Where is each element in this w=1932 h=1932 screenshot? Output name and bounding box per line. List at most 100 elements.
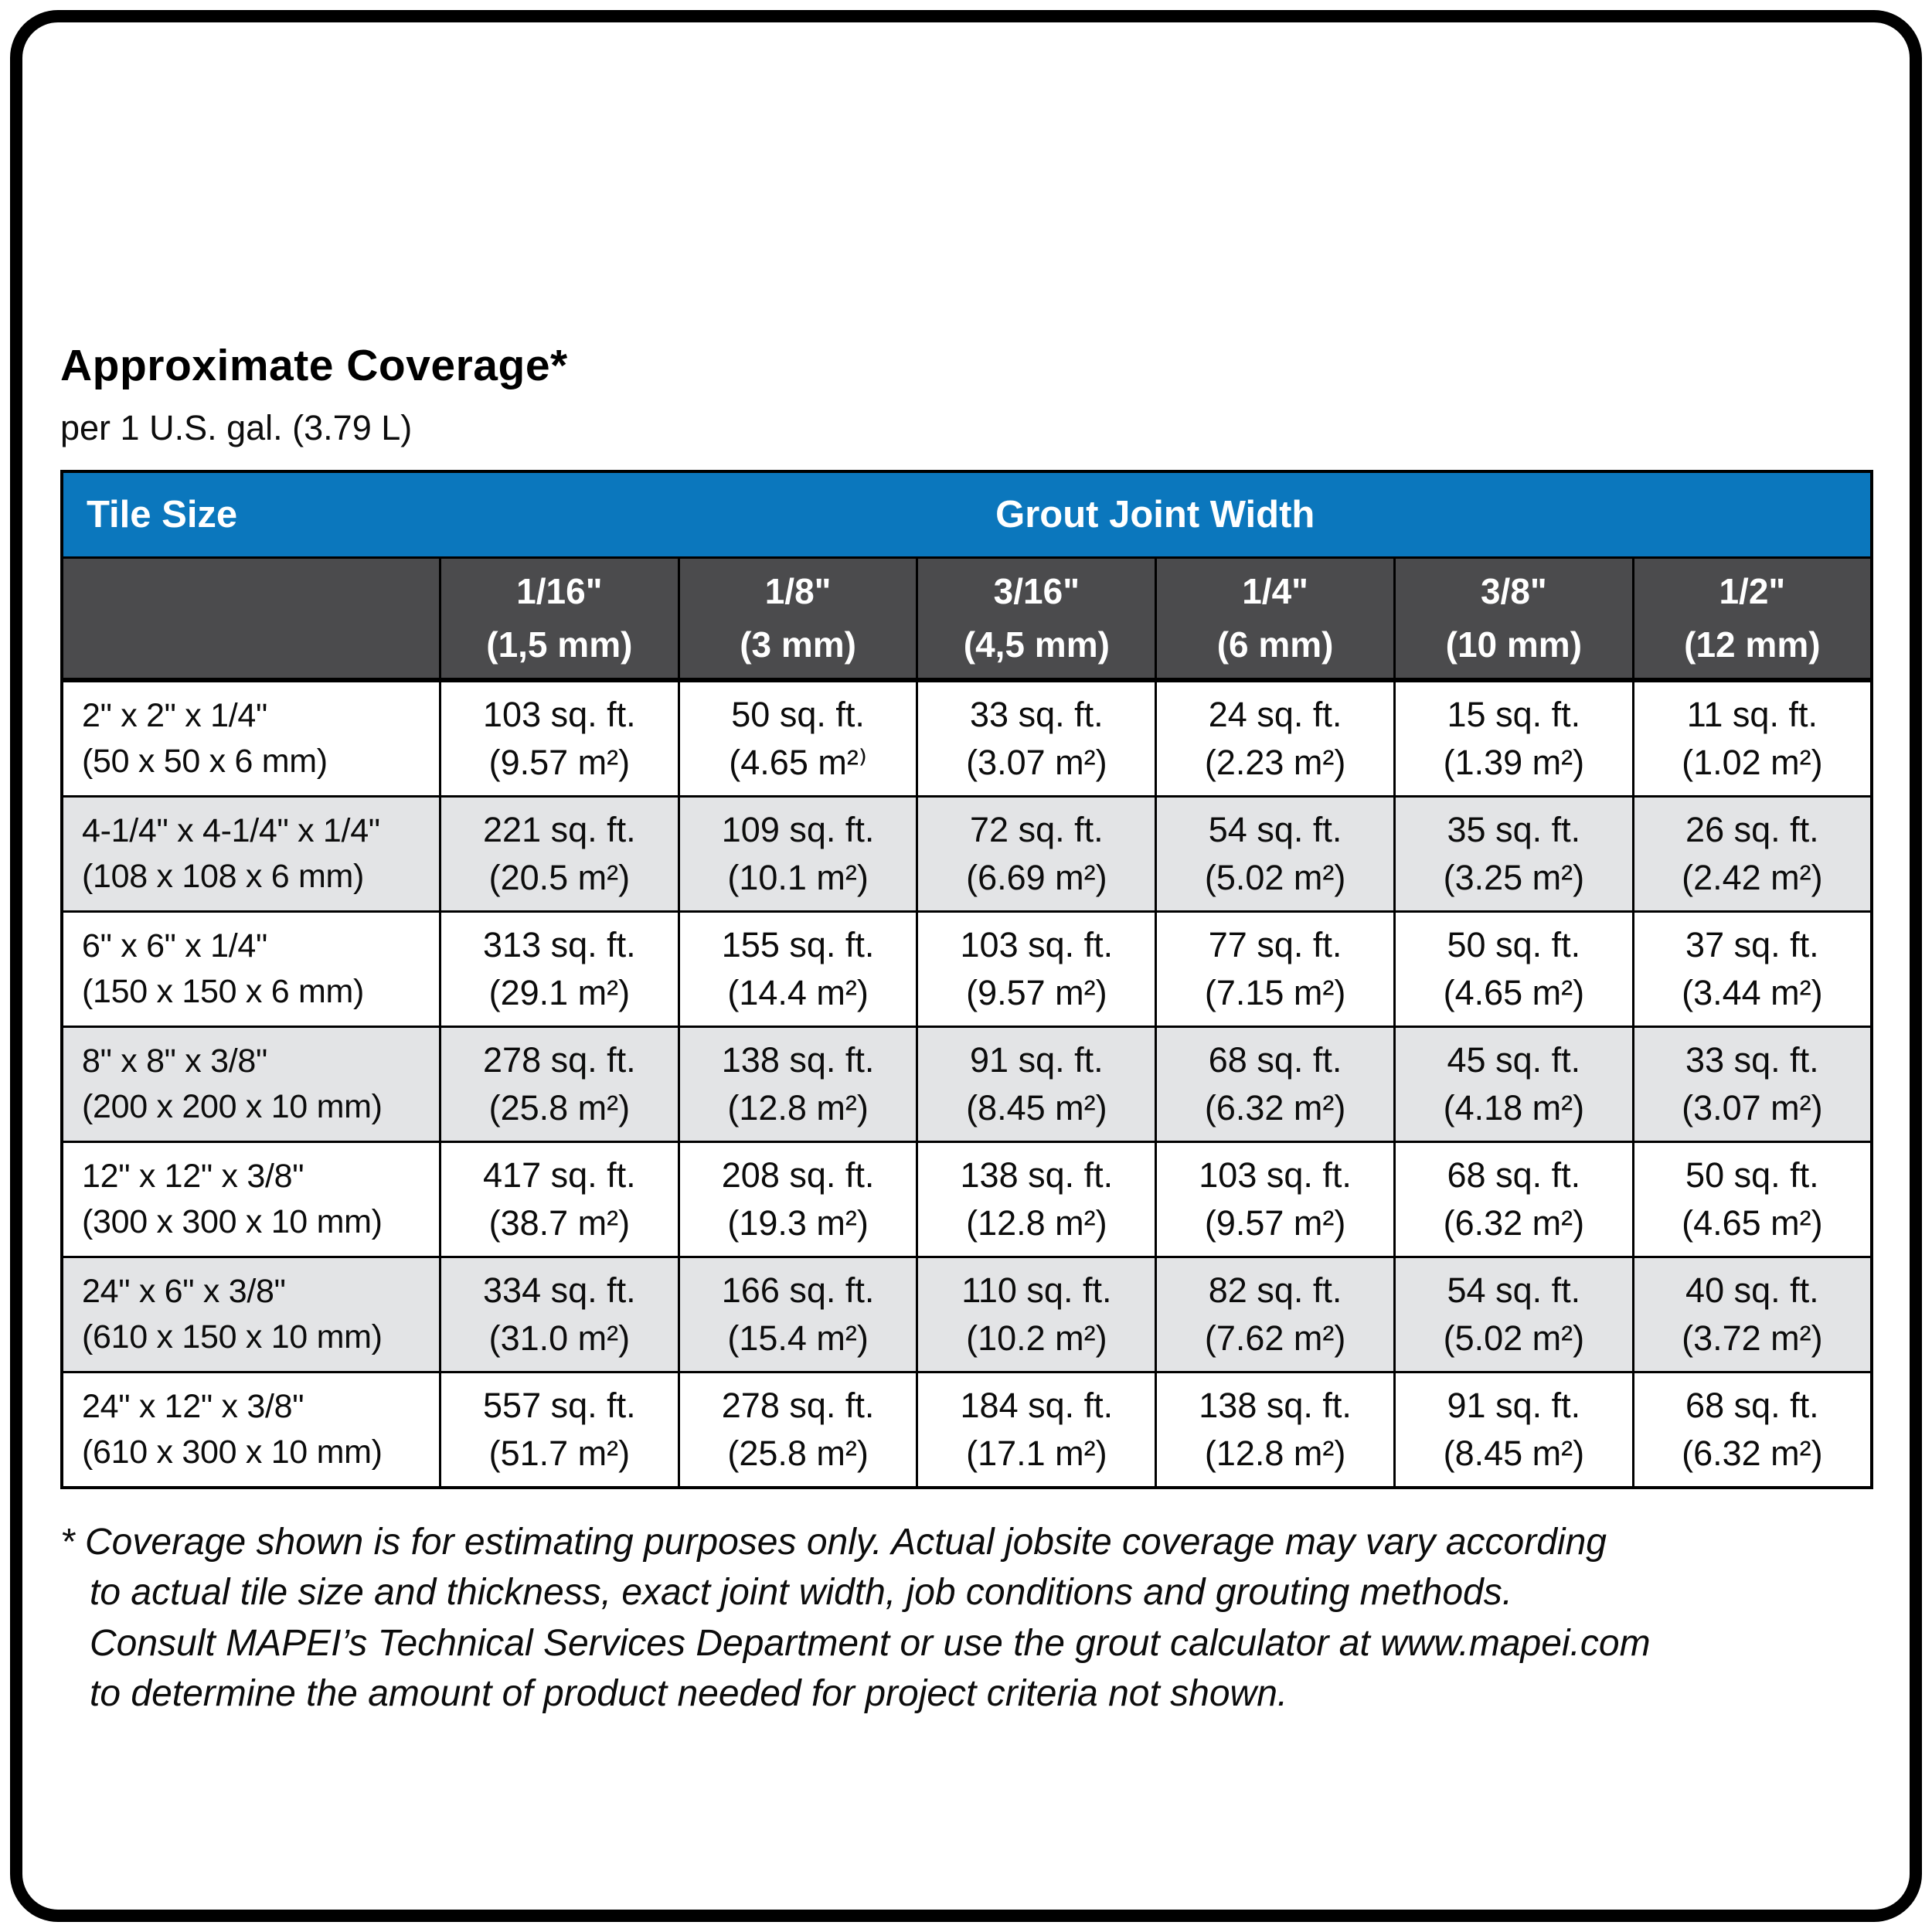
- coverage-m2: (12.8 m²): [1204, 1434, 1346, 1473]
- table-header-row: Tile Size Grout Joint Width: [60, 470, 1873, 559]
- empty-corner-cell: [60, 556, 441, 682]
- table-row: 8" x 8" x 3/8" (200 x 200 x 10 mm) 278 sq.…: [60, 1026, 1873, 1143]
- coverage-m2: (4.18 m²): [1443, 1088, 1585, 1128]
- coverage-sqft: 166 sq. ft.: [721, 1270, 875, 1310]
- joint-width-inches: 1/8": [764, 571, 832, 611]
- coverage-cell: 72 sq. ft. (6.69 m²): [916, 795, 1158, 913]
- coverage-cell: 166 sq. ft. (15.4 m²): [677, 1256, 919, 1373]
- coverage-sqft: 91 sq. ft.: [1447, 1385, 1581, 1425]
- coverage-m2: (7.62 m²): [1204, 1318, 1346, 1358]
- joint-width-inches: 1/2": [1719, 571, 1786, 611]
- footnote-line: Consult MAPEI’s Technical Services Depar…: [90, 1622, 1651, 1664]
- coverage-table: Tile Size Grout Joint Width 1/16" (1,5 mm…: [60, 470, 1873, 1489]
- coverage-m2: (15.4 m²): [727, 1318, 869, 1358]
- coverage-sqft: 278 sq. ft.: [483, 1039, 636, 1080]
- table-row: 24" x 12" x 3/8" (610 x 300 x 10 mm) 557 s…: [60, 1371, 1873, 1489]
- coverage-m2: (5.02 m²): [1443, 1318, 1585, 1358]
- coverage-m2: (29.1 m²): [488, 973, 631, 1012]
- coverage-sqft: 82 sq. ft.: [1208, 1270, 1342, 1310]
- coverage-cell: 91 sq. ft. (8.45 m²): [1393, 1371, 1634, 1489]
- coverage-cell: 138 sq. ft. (12.8 m²): [677, 1026, 919, 1143]
- coverage-sqft: 35 sq. ft.: [1447, 809, 1581, 849]
- coverage-m2: (8.45 m²): [966, 1088, 1107, 1128]
- joint-width-header-cell: 1/4" (6 mm): [1155, 556, 1396, 682]
- coverage-sqft: 45 sq. ft.: [1447, 1039, 1581, 1080]
- grout-joint-width-header: Grout Joint Width: [440, 470, 1873, 559]
- footnote: * Coverage shown is for estimating purpo…: [60, 1517, 1873, 1719]
- coverage-cell: 50 sq. ft. (4.65 m²⁾: [677, 679, 919, 798]
- coverage-cell: 15 sq. ft. (1.39 m²): [1393, 679, 1634, 798]
- footnote-line: * Coverage shown is for estimating purpo…: [60, 1522, 1607, 1563]
- tile-size-inches: 8" x 8" x 3/8": [82, 1042, 267, 1080]
- coverage-m2: (10.1 m²): [727, 858, 869, 897]
- coverage-m2: (7.15 m²): [1204, 973, 1346, 1012]
- coverage-sqft: 221 sq. ft.: [483, 809, 636, 849]
- coverage-cell: 155 sq. ft. (14.4 m²): [677, 910, 919, 1028]
- coverage-cell: 35 sq. ft. (3.25 m²): [1393, 795, 1634, 913]
- coverage-m2: (9.57 m²): [966, 973, 1107, 1012]
- tile-size-column-header: Tile Size: [60, 470, 440, 559]
- coverage-sqft: 26 sq. ft.: [1685, 809, 1819, 849]
- coverage-sqft: 313 sq. ft.: [483, 924, 636, 964]
- coverage-table-body: 2" x 2" x 1/4" (50 x 50 x 6 mm) 103 sq. ft…: [60, 679, 1873, 1489]
- tile-size-cell: 2" x 2" x 1/4" (50 x 50 x 6 mm): [60, 679, 441, 798]
- coverage-cell: 109 sq. ft. (10.1 m²): [677, 795, 919, 913]
- coverage-table-head: Tile Size Grout Joint Width 1/16" (1,5 mm…: [60, 470, 1873, 682]
- coverage-sqft: 138 sq. ft.: [721, 1039, 875, 1080]
- coverage-cell: 417 sq. ft. (38.7 m²): [438, 1141, 680, 1258]
- coverage-sqft: 15 sq. ft.: [1447, 694, 1581, 734]
- coverage-m2: (6.32 m²): [1204, 1088, 1346, 1128]
- coverage-sqft: 77 sq. ft.: [1208, 924, 1342, 964]
- tile-size-cell: 24" x 6" x 3/8" (610 x 150 x 10 mm): [60, 1256, 441, 1373]
- table-row: 24" x 6" x 3/8" (610 x 150 x 10 mm) 334 sq…: [60, 1256, 1873, 1373]
- coverage-m2: (1.39 m²): [1443, 743, 1585, 782]
- table-row: 12" x 12" x 3/8" (300 x 300 x 10 mm) 417 s…: [60, 1141, 1873, 1258]
- coverage-sqft: 11 sq. ft.: [1686, 694, 1818, 734]
- coverage-sqft: 68 sq. ft.: [1685, 1385, 1819, 1425]
- coverage-cell: 221 sq. ft. (20.5 m²): [438, 795, 680, 913]
- tile-size-cell: 24" x 12" x 3/8" (610 x 300 x 10 mm): [60, 1371, 441, 1489]
- tile-size-inches: 24" x 6" x 3/8": [82, 1272, 286, 1310]
- coverage-cell: 54 sq. ft. (5.02 m²): [1155, 795, 1396, 913]
- coverage-cell: 110 sq. ft. (10.2 m²): [916, 1256, 1158, 1373]
- tile-size-cell: 8" x 8" x 3/8" (200 x 200 x 10 mm): [60, 1026, 441, 1143]
- coverage-cell: 77 sq. ft. (7.15 m²): [1155, 910, 1396, 1028]
- joint-width-inches: 3/8": [1480, 571, 1547, 611]
- tile-size-cell: 6" x 6" x 1/4" (150 x 150 x 6 mm): [60, 910, 441, 1028]
- joint-widths-row: 1/16" (1,5 mm) 1/8" (3 mm) 3/16" (4,5 mm) 1/4"…: [60, 556, 1873, 682]
- coverage-m2: (3.07 m²): [1682, 1088, 1823, 1128]
- coverage-cell: 45 sq. ft. (4.18 m²): [1393, 1026, 1634, 1143]
- coverage-cell: 334 sq. ft. (31.0 m²): [438, 1256, 680, 1373]
- coverage-sqft: 138 sq. ft.: [1199, 1385, 1352, 1425]
- joint-width-mm: (6 mm): [1216, 624, 1334, 665]
- coverage-sqft: 50 sq. ft.: [1447, 924, 1581, 964]
- coverage-sqft: 155 sq. ft.: [721, 924, 875, 964]
- joint-width-header-cell: 3/8" (10 mm): [1393, 556, 1634, 682]
- coverage-m2: (17.1 m²): [966, 1434, 1107, 1473]
- tile-size-mm: (108 x 108 x 6 mm): [82, 858, 365, 895]
- coverage-m2: (2.42 m²): [1682, 858, 1823, 897]
- tile-size-cell: 4-1/4" x 4-1/4" x 1/4" (108 x 108 x 6 mm): [60, 795, 441, 913]
- coverage-cell: 33 sq. ft. (3.07 m²): [1631, 1026, 1873, 1143]
- coverage-m2: (31.0 m²): [488, 1318, 631, 1358]
- coverage-sqft: 91 sq. ft.: [970, 1039, 1104, 1080]
- tile-size-mm: (610 x 150 x 10 mm): [82, 1318, 383, 1355]
- coverage-sqft: 50 sq. ft.: [731, 694, 865, 734]
- coverage-cell: 33 sq. ft. (3.07 m²): [916, 679, 1158, 798]
- tile-size-inches: 4-1/4" x 4-1/4" x 1/4": [82, 811, 380, 849]
- coverage-cell: 103 sq. ft. (9.57 m²): [1155, 1141, 1396, 1258]
- coverage-cell: 184 sq. ft. (17.1 m²): [916, 1371, 1158, 1489]
- table-row: 6" x 6" x 1/4" (150 x 150 x 6 mm) 313 sq. …: [60, 910, 1873, 1028]
- joint-width-mm: (12 mm): [1684, 624, 1821, 665]
- coverage-m2: (14.4 m²): [727, 973, 869, 1012]
- coverage-cell: 278 sq. ft. (25.8 m²): [438, 1026, 680, 1143]
- table-row: 2" x 2" x 1/4" (50 x 50 x 6 mm) 103 sq. ft…: [60, 679, 1873, 798]
- tile-size-inches: 2" x 2" x 1/4": [82, 696, 267, 734]
- coverage-m2: (6.69 m²): [966, 858, 1107, 897]
- coverage-m2: (3.07 m²): [966, 743, 1107, 782]
- coverage-m2: (3.25 m²): [1443, 858, 1585, 897]
- coverage-m2: (1.02 m²): [1682, 743, 1823, 782]
- coverage-sqft: 278 sq. ft.: [721, 1385, 875, 1425]
- coverage-m2: (4.65 m²): [1682, 1203, 1823, 1243]
